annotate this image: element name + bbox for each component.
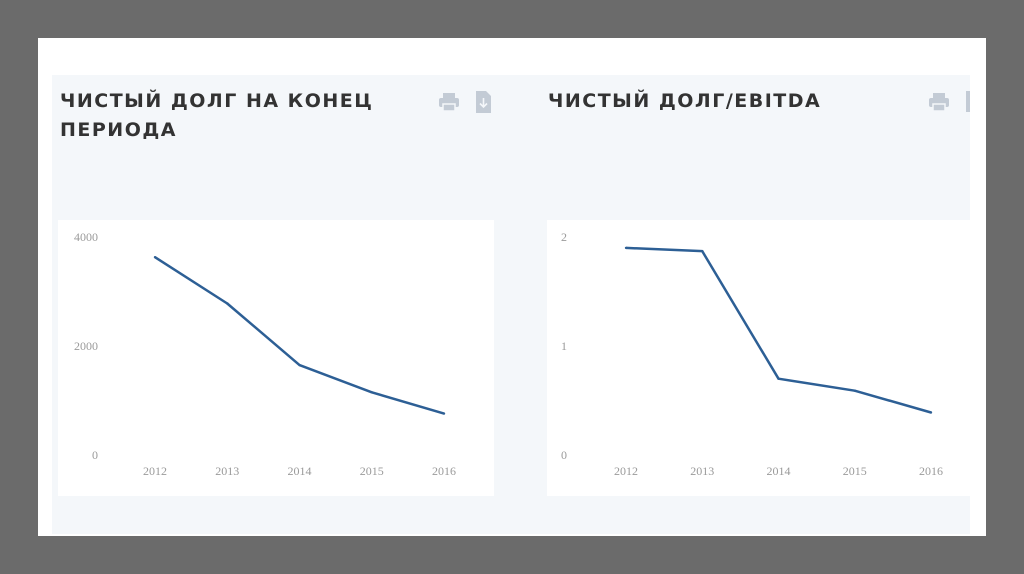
y-tick-label: 2000 (74, 339, 98, 353)
data-point (929, 411, 933, 414)
y-tick-label: 0 (92, 448, 98, 462)
chart-title-line-1: ЧИСТЫЙ ДОЛГ/EBITDA (548, 90, 822, 112)
chart-title-net-debt-ebitda: ЧИСТЫЙ ДОЛГ/EBITDA (548, 87, 821, 116)
y-tick-label: 2 (561, 230, 567, 244)
series-line (154, 256, 445, 415)
x-tick-label: 2013 (690, 464, 714, 478)
data-point (624, 246, 628, 250)
chart-net-debt-svg: 4000 2000 0 2012 2013 2014 2015 2016 (74, 230, 456, 478)
y-tick-label: 4000 (74, 230, 98, 244)
data-point (370, 391, 373, 394)
data-point (442, 412, 446, 415)
chart-net-debt: 4000 2000 0 2012 2013 2014 2015 2016 (58, 220, 494, 496)
chart-title-line-1: ЧИСТЫЙ ДОЛГ НА КОНЕЦ (60, 90, 374, 112)
y-tick-label: 1 (561, 339, 567, 353)
y-tick-label: 0 (561, 448, 567, 462)
data-point (701, 249, 704, 253)
x-tick-label: 2014 (288, 464, 312, 478)
data-point (777, 377, 780, 380)
data-point (226, 302, 229, 305)
chart-title-line-2: ПЕРИОДА (60, 119, 177, 141)
x-tick-label: 2015 (843, 464, 867, 478)
printer-icon[interactable] (438, 91, 460, 113)
slide: ЧИСТЫЙ ДОЛГ НА КОНЕЦ ПЕРИОДА 4000 2000 0 20… (38, 38, 986, 536)
x-tick-label: 2013 (215, 464, 239, 478)
x-tick-label: 2016 (919, 464, 943, 478)
printer-icon[interactable] (928, 91, 950, 113)
data-point (153, 255, 157, 259)
x-tick-label: 2014 (767, 464, 791, 478)
x-tick-label: 2016 (432, 464, 456, 478)
x-tick-label: 2015 (360, 464, 384, 478)
download-file-icon[interactable] (472, 90, 494, 113)
series-line (625, 246, 932, 414)
chart-net-debt-ebitda: 2 1 0 2012 2013 2014 2015 2016 (547, 220, 970, 496)
chart-net-debt-ebitda-svg: 2 1 0 2012 2013 2014 2015 2016 (561, 230, 943, 478)
data-point (298, 363, 301, 367)
download-file-icon[interactable] (962, 90, 970, 112)
chart-title-net-debt: ЧИСТЫЙ ДОЛГ НА КОНЕЦ ПЕРИОДА (60, 87, 373, 145)
data-point (853, 389, 856, 392)
x-tick-label: 2012 (143, 464, 167, 478)
x-tick-label: 2012 (614, 464, 638, 478)
